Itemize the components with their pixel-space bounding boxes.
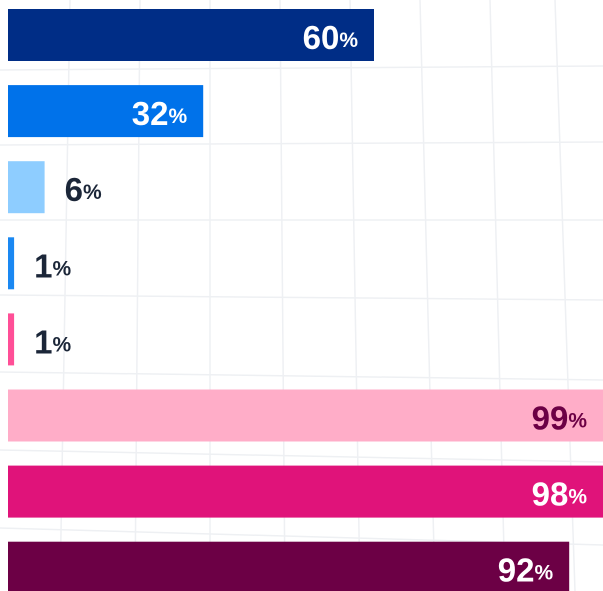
bar — [8, 541, 570, 591]
value-label: 32% — [132, 95, 188, 132]
bar — [8, 237, 15, 290]
value-label: 98% — [532, 475, 588, 512]
bar — [8, 85, 204, 138]
bar — [8, 161, 45, 214]
bar — [8, 389, 603, 442]
value-label: 60% — [303, 19, 359, 56]
value-label: 92% — [498, 551, 554, 588]
value-label: 1% — [34, 323, 71, 360]
value-label: 1% — [34, 247, 71, 284]
bar — [8, 465, 603, 518]
value-label: 6% — [65, 171, 102, 208]
bar — [8, 9, 374, 61]
value-label: 99% — [532, 399, 588, 436]
bar — [8, 313, 15, 366]
